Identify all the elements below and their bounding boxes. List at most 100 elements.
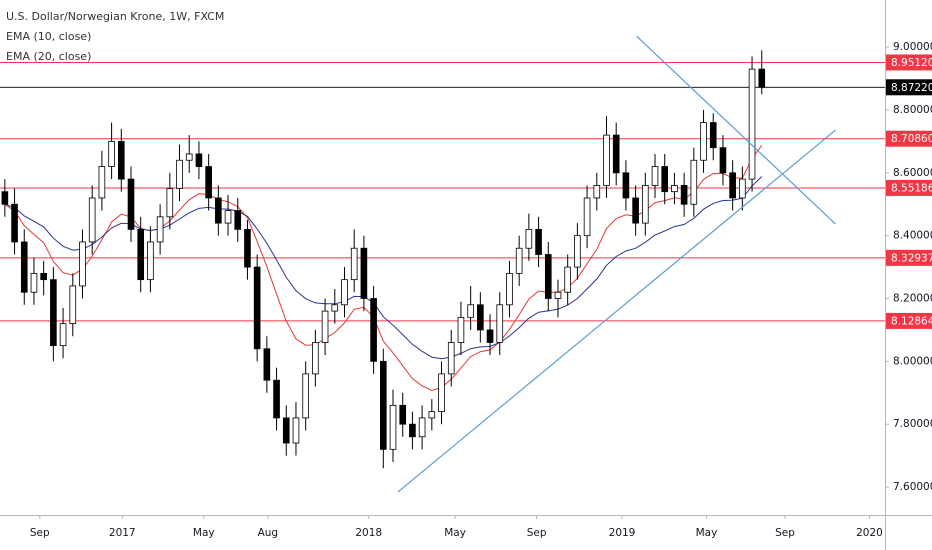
candle-body	[20, 241, 28, 293]
candle-body	[544, 254, 552, 299]
plot-area	[0, 35, 885, 493]
level-label: 8.55186	[891, 182, 932, 194]
x-tick-label: 2018	[355, 527, 382, 539]
candle-body	[593, 184, 601, 199]
level-tag	[886, 179, 932, 196]
candle-body	[302, 373, 309, 419]
y-tick-label: 7.80000	[893, 418, 932, 430]
last-price-label: 8.87220	[891, 82, 932, 94]
candle-body	[59, 323, 67, 347]
candle-body	[428, 411, 436, 419]
candle-body	[642, 184, 649, 224]
candle-body	[418, 417, 426, 438]
candle-body	[88, 197, 96, 243]
candle-body	[244, 228, 251, 268]
y-tick-label: 8.20000	[893, 293, 932, 305]
candle-body	[370, 298, 377, 362]
candle-body	[438, 373, 445, 413]
candle-body	[360, 247, 368, 299]
candle-body	[1, 191, 9, 205]
candle-body	[525, 228, 533, 249]
x-tick-label: Aug	[258, 527, 279, 539]
candle-body	[564, 266, 571, 293]
candle-body	[224, 210, 232, 224]
candle-body	[467, 304, 474, 318]
study-label: EMA (10, close)	[6, 30, 91, 43]
x-tick-label: May	[193, 527, 215, 539]
candle-body	[632, 197, 639, 224]
candle-body	[215, 197, 222, 224]
study-label: EMA (20, close)	[6, 50, 91, 63]
trend-line	[397, 129, 836, 493]
candle-body	[496, 304, 504, 343]
x-tick-label: Sep	[30, 527, 50, 539]
x-tick-label: 2020	[856, 527, 883, 539]
candle-body	[603, 134, 610, 186]
candle-body	[127, 178, 135, 230]
y-tick-label: 8.00000	[893, 355, 932, 367]
candle-body	[457, 316, 465, 343]
level-tag	[886, 54, 932, 71]
candle-body	[185, 153, 193, 161]
candle-body	[535, 228, 542, 255]
candle-body	[147, 241, 154, 281]
candle-body	[748, 68, 756, 180]
candle-body	[671, 184, 678, 193]
x-tick-label: May	[696, 527, 718, 539]
candle-body	[292, 417, 300, 444]
candle-body	[156, 216, 164, 243]
candle-body	[50, 279, 57, 347]
level-tag	[886, 312, 932, 329]
candle-body	[205, 166, 212, 199]
candle-body	[117, 140, 125, 180]
candle-body	[321, 310, 329, 343]
candle-body	[30, 272, 38, 293]
candle-body	[176, 159, 183, 189]
candle-body	[40, 272, 47, 281]
candle-body	[739, 178, 746, 199]
candle-body	[282, 417, 290, 444]
trend-line	[636, 35, 836, 225]
candle-body	[758, 68, 766, 88]
candle-body	[331, 304, 339, 312]
candle-body	[690, 159, 698, 205]
candle-body	[554, 291, 562, 299]
candle-body	[108, 140, 115, 167]
candle-body	[263, 348, 271, 381]
candle-body	[574, 235, 581, 268]
level-label: 8.32937	[891, 252, 932, 264]
x-tick-label: 2017	[109, 527, 136, 539]
y-tick-label: 7.60000	[893, 481, 932, 493]
candle-body	[253, 266, 261, 350]
candle-body	[709, 122, 717, 149]
candle-body	[69, 285, 77, 325]
candle-body	[680, 184, 688, 205]
candle-body	[477, 304, 484, 331]
level-tag	[886, 249, 932, 266]
candle-body	[612, 134, 620, 174]
candle-body	[341, 279, 348, 306]
candle-body	[137, 228, 145, 281]
legend: U.S. Dollar/Norwegian Krone, 1W, FXCM EM…	[6, 10, 224, 63]
last-price-tag	[886, 79, 932, 96]
candle-body	[409, 423, 416, 438]
candle-body	[166, 188, 174, 218]
y-tick-label: 9.00000	[893, 41, 932, 53]
candle-body	[273, 379, 280, 419]
candle-body	[312, 342, 319, 375]
x-tick-label: 2019	[609, 527, 636, 539]
candle-body	[719, 147, 727, 174]
candle-body	[486, 329, 494, 343]
candle-body	[399, 404, 407, 425]
x-tick-label: May	[444, 527, 466, 539]
candle-body	[195, 153, 203, 167]
candle-body	[350, 247, 358, 281]
candle-body	[11, 203, 18, 243]
y-tick-label: 8.80000	[893, 104, 932, 116]
candle-body	[661, 166, 669, 193]
level-tag	[886, 130, 932, 147]
x-tick-label: Sep	[527, 527, 547, 539]
candle-body	[379, 360, 387, 450]
candle-body	[651, 166, 659, 186]
